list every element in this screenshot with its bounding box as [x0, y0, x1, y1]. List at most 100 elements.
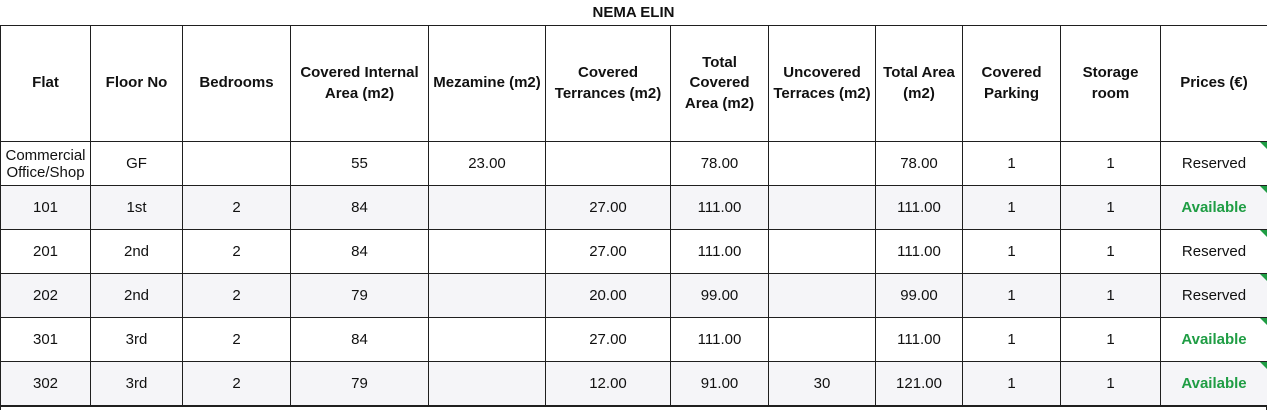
cell: 12.00	[545, 361, 671, 406]
header-row: Flat Floor No Bedrooms Covered Internal Are…	[0, 25, 1267, 142]
cell: 111.00	[670, 317, 769, 362]
price-status-label: Reserved	[1181, 287, 1247, 304]
cell: 23.00	[428, 141, 546, 186]
cell	[768, 141, 876, 186]
cell: 79	[290, 361, 429, 406]
column-header: Prices (€)	[1160, 25, 1267, 142]
cell: 1	[962, 185, 1061, 230]
cell: 1	[1060, 361, 1161, 406]
table-body: Commercial Office/Shop GF 55 23.00 78.00 78.0…	[0, 141, 1267, 406]
cell: 1	[1060, 273, 1161, 318]
cell: 2	[182, 317, 291, 362]
cell: GF	[90, 141, 183, 186]
table-row: 302 3rd 2 79 12.00 91.00 30 121.00 1 1 Available	[0, 361, 1267, 406]
column-header: Covered Terrances (m2)	[545, 25, 671, 142]
cell	[545, 141, 671, 186]
cell: 121.00	[875, 361, 963, 406]
price-status-label: Available	[1181, 331, 1247, 348]
cell: 302	[0, 361, 91, 406]
cell: 27.00	[545, 185, 671, 230]
cell	[182, 141, 291, 186]
column-header: Uncovered Terraces (m2)	[768, 25, 876, 142]
cell: 3rd	[90, 317, 183, 362]
price-status-label: Available	[1181, 375, 1247, 392]
price-cell: Available	[1160, 361, 1267, 406]
cell: 99.00	[875, 273, 963, 318]
cell: 2	[182, 361, 291, 406]
column-header: Storage room	[1060, 25, 1161, 142]
cell: 2nd	[90, 273, 183, 318]
cell: 1	[1060, 185, 1161, 230]
column-header: Bedrooms	[182, 25, 291, 142]
price-cell: Reserved	[1160, 141, 1267, 186]
table-row: Commercial Office/Shop GF 55 23.00 78.00 78.0…	[0, 141, 1267, 186]
table-row: 301 3rd 2 84 27.00 111.00 111.00 1 1 Available	[0, 317, 1267, 362]
table-row: 101 1st 2 84 27.00 111.00 111.00 1 1 Available	[0, 185, 1267, 230]
cell	[768, 185, 876, 230]
column-header: Flat	[0, 25, 91, 142]
cell: 78.00	[670, 141, 769, 186]
cell: 2	[182, 185, 291, 230]
cell: 84	[290, 185, 429, 230]
cell: 27.00	[545, 229, 671, 274]
price-cell: Reserved	[1160, 229, 1267, 274]
cell: 30	[768, 361, 876, 406]
column-header: Covered Parking	[962, 25, 1061, 142]
cell: 78.00	[875, 141, 963, 186]
comment-marker-icon	[1260, 186, 1267, 193]
comment-marker-icon	[1260, 274, 1267, 281]
cell: 201	[0, 229, 91, 274]
cell: 1	[962, 229, 1061, 274]
cell: 1	[962, 141, 1061, 186]
cell	[428, 317, 546, 362]
cell: 55	[290, 141, 429, 186]
column-header: Covered Internal Area (m2)	[290, 25, 429, 142]
column-header: Mezamine (m2)	[428, 25, 546, 142]
cell	[428, 229, 546, 274]
cell: 84	[290, 317, 429, 362]
comment-marker-icon	[1260, 362, 1267, 369]
cell: Commercial Office/Shop	[0, 141, 91, 186]
table-row: 202 2nd 2 79 20.00 99.00 99.00 1 1 Reserved	[0, 273, 1267, 318]
column-header: Total Area (m2)	[875, 25, 963, 142]
cell: 2	[182, 273, 291, 318]
price-cell: Available	[1160, 317, 1267, 362]
cell: 111.00	[875, 229, 963, 274]
cell: 27.00	[545, 317, 671, 362]
price-status-label: Available	[1181, 199, 1247, 216]
cell	[428, 361, 546, 406]
cell: 1	[1060, 141, 1161, 186]
cell: 101	[0, 185, 91, 230]
cell: 301	[0, 317, 91, 362]
cell: 1	[962, 273, 1061, 318]
cell	[428, 185, 546, 230]
page-title: NEMA ELIN	[0, 0, 1267, 25]
cell: 99.00	[670, 273, 769, 318]
cell: 2	[182, 229, 291, 274]
cell: 1	[1060, 229, 1161, 274]
cell: 2nd	[90, 229, 183, 274]
cell: 1st	[90, 185, 183, 230]
units-table: Flat Floor No Bedrooms Covered Internal Are…	[0, 25, 1267, 406]
cell: 1	[962, 317, 1061, 362]
cell: 79	[290, 273, 429, 318]
cell	[768, 229, 876, 274]
price-status-label: Reserved	[1181, 155, 1247, 172]
table-row: 201 2nd 2 84 27.00 111.00 111.00 1 1 Reserved	[0, 229, 1267, 274]
column-header: Floor No	[90, 25, 183, 142]
cell: 111.00	[875, 185, 963, 230]
cell: 3rd	[90, 361, 183, 406]
table-header: Flat Floor No Bedrooms Covered Internal Are…	[0, 25, 1267, 142]
cell: 202	[0, 273, 91, 318]
comment-marker-icon	[1260, 142, 1267, 149]
partial-row	[0, 406, 1267, 410]
price-cell: Available	[1160, 185, 1267, 230]
cell	[428, 273, 546, 318]
price-status-label: Reserved	[1181, 243, 1247, 260]
column-header: Total Covered Area (m2)	[670, 25, 769, 142]
cell: 1	[1060, 317, 1161, 362]
cell: 111.00	[670, 229, 769, 274]
price-cell: Reserved	[1160, 273, 1267, 318]
cell	[768, 317, 876, 362]
comment-marker-icon	[1260, 230, 1267, 237]
